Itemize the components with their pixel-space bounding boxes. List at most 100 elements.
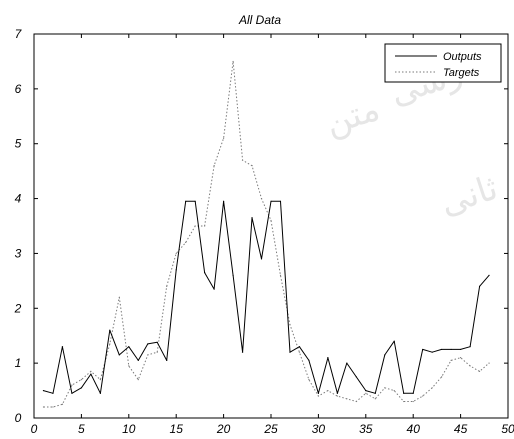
data-point [260, 258, 263, 260]
data-point [232, 60, 234, 63]
data-point [384, 354, 386, 356]
data-point [308, 379, 310, 381]
data-point [469, 346, 471, 348]
data-point [137, 379, 139, 381]
legend-label-targets: Targets [443, 67, 480, 79]
data-point [213, 288, 215, 290]
y-tick-label: 7 [15, 27, 23, 41]
data-point [260, 197, 263, 200]
data-point [450, 359, 452, 361]
data-point [289, 351, 291, 353]
x-tick-label: 40 [407, 422, 421, 436]
data-point [374, 392, 376, 394]
data-point [355, 400, 357, 403]
data-point [71, 384, 73, 386]
chart-title: All Data [238, 13, 281, 27]
data-point [80, 379, 82, 381]
data-point [336, 392, 338, 394]
x-axis-ticks: 0 5 10 15 20 25 30 35 40 45 50 [31, 34, 514, 436]
data-point [431, 351, 433, 353]
data-point [270, 219, 272, 222]
data-point [213, 165, 215, 167]
data-point [441, 348, 443, 351]
series-points-outputs [42, 200, 490, 394]
data-point [175, 252, 177, 255]
y-tick-label: 2 [14, 301, 22, 315]
data-point [118, 296, 120, 298]
data-point [355, 376, 357, 378]
data-point [450, 348, 452, 351]
y-tick-label: 4 [15, 192, 22, 206]
y-axis-ticks: 0 1 2 3 4 5 6 7 [14, 27, 508, 425]
data-point [346, 398, 348, 400]
data-point [298, 351, 301, 353]
data-point [185, 241, 187, 244]
data-point [166, 359, 168, 361]
data-point [90, 373, 92, 375]
data-point [478, 285, 481, 287]
data-point [365, 389, 367, 392]
x-tick-label: 5 [78, 422, 85, 436]
data-point [232, 274, 234, 276]
data-point [374, 398, 376, 400]
x-tick-label: 15 [170, 422, 184, 436]
data-point [128, 346, 130, 348]
data-point [412, 392, 414, 394]
data-point [298, 346, 301, 348]
data-point [42, 406, 45, 408]
x-tick-label: 50 [501, 422, 514, 436]
data-point [109, 343, 111, 345]
data-point [422, 395, 424, 397]
y-tick-label: 1 [15, 356, 22, 370]
data-point [327, 389, 329, 392]
data-point [137, 359, 139, 361]
data-point [147, 343, 149, 345]
y-tick-label: 5 [15, 137, 22, 151]
data-point [365, 392, 367, 394]
data-point [128, 365, 130, 367]
data-point [194, 225, 196, 227]
data-point [346, 362, 348, 364]
data-point [61, 346, 64, 348]
x-tick-label: 0 [31, 422, 38, 436]
data-point [270, 200, 272, 202]
data-point [251, 165, 253, 167]
data-point [403, 400, 405, 403]
x-tick-label: 10 [122, 422, 136, 436]
data-point [241, 159, 244, 161]
data-point [431, 387, 433, 389]
series-line-outputs [43, 200, 490, 394]
data-point [460, 348, 462, 351]
data-point [147, 354, 149, 356]
data-point [204, 225, 206, 227]
data-point [204, 272, 206, 274]
data-point [327, 357, 329, 359]
data-point [488, 274, 490, 276]
data-point [175, 269, 177, 271]
data-point [469, 365, 471, 367]
legend: Outputs Targets [384, 43, 502, 83]
data-point [317, 395, 319, 397]
data-point [80, 387, 82, 389]
data-point [393, 389, 395, 392]
data-point [384, 387, 386, 389]
data-point [488, 362, 490, 364]
data-point [393, 340, 395, 342]
data-point [223, 200, 225, 202]
data-point [289, 324, 291, 326]
x-tick-label: 35 [359, 422, 373, 436]
data-point [118, 354, 120, 356]
data-point [185, 200, 187, 202]
data-point [156, 341, 158, 343]
x-tick-label: 30 [312, 422, 326, 436]
legend-label-outputs: Outputs [443, 51, 482, 63]
y-tick-label: 3 [15, 246, 22, 260]
data-point [317, 392, 319, 394]
data-point [241, 351, 244, 353]
data-point [403, 392, 405, 394]
data-point [52, 406, 54, 408]
x-tick-label: 25 [263, 422, 278, 436]
data-point [412, 400, 414, 403]
data-point [71, 392, 73, 394]
